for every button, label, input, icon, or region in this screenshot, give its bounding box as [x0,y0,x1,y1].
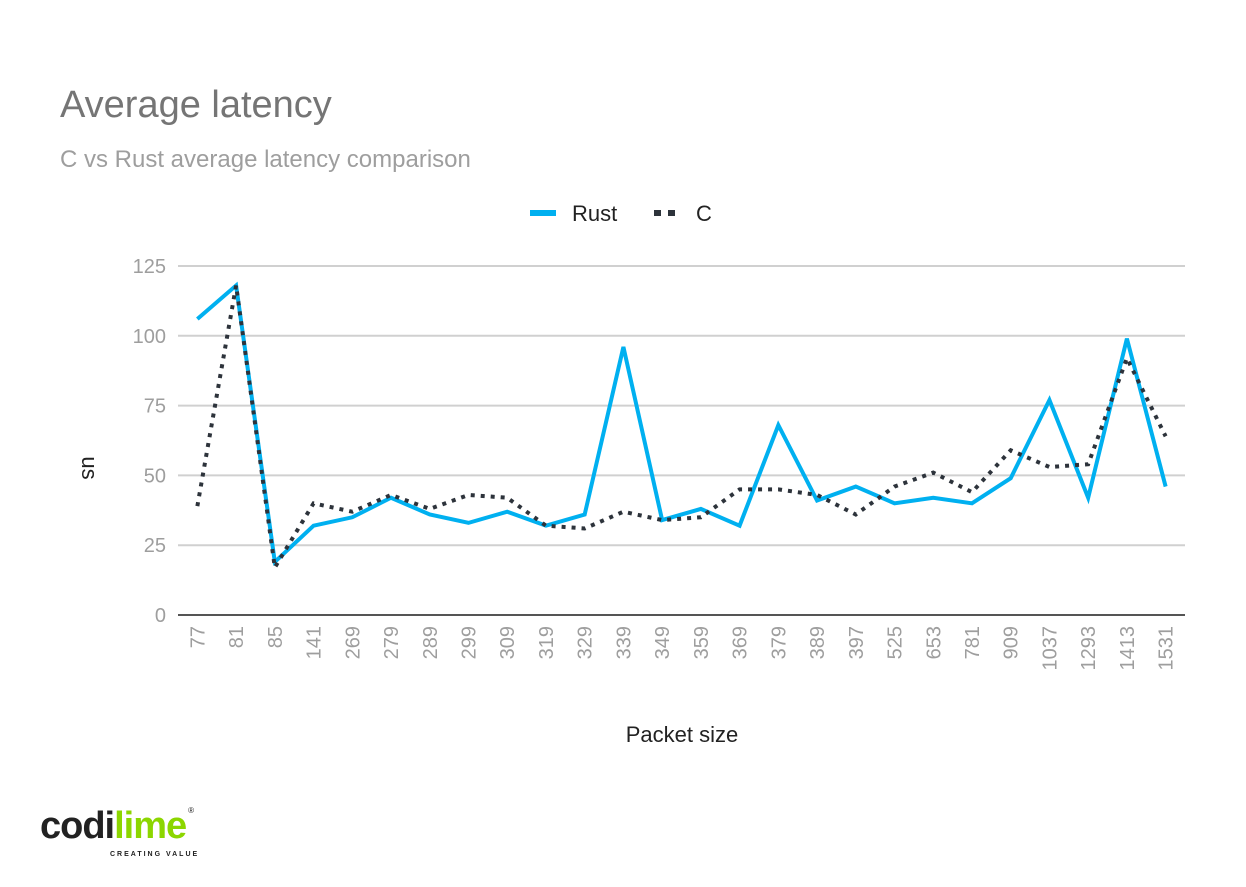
x-tick-label: 81 [226,626,248,648]
legend-label-c: C [696,201,712,226]
logo-wordmark: codi lime ® [40,806,199,846]
y-tick-label: 75 [144,396,166,418]
x-tick-label: 299 [458,626,480,659]
x-tick-label: 269 [342,626,364,659]
x-tick-label: 1413 [1117,626,1139,671]
logo-text-light: lime [114,805,187,847]
codilime-logo: codi lime ® CREATING VALUE [40,806,199,860]
x-tick-label: 1293 [1078,626,1100,671]
x-tick-label: 77 [187,626,209,648]
legend-label-rust: Rust [572,201,617,226]
x-tick-label: 329 [575,626,597,659]
x-tick-label: 1037 [1039,626,1061,671]
x-tick-label: 781 [962,626,984,659]
y-axis-label: us [77,456,102,479]
x-tick-label: 369 [730,626,752,659]
x-tick-label: 359 [691,626,713,659]
x-tick-label: 141 [304,626,326,659]
x-axis-label: Packet size [626,722,739,747]
x-tick-label: 279 [381,626,403,659]
x-tick-label: 909 [1001,626,1023,659]
y-tick-label: 50 [144,465,166,487]
x-tick-label: 349 [652,626,674,659]
x-tick-label: 397 [846,626,868,659]
x-tick-label: 289 [420,626,442,659]
logo-tagline: CREATING VALUE [110,851,200,858]
x-tick-label: 85 [265,626,287,648]
x-tick-label: 653 [923,626,945,659]
y-tick-label: 100 [133,326,166,348]
x-tick-label: 525 [885,626,907,659]
x-tick-label: 319 [536,626,558,659]
y-tick-label: 25 [144,535,166,557]
x-tick-label: 339 [613,626,635,659]
x-tick-label: 379 [768,626,790,659]
logo-text-dark: codi [40,805,115,847]
series-line-c [195,285,1168,574]
y-tick-label: 0 [155,605,166,627]
x-tick-label: 1531 [1156,626,1178,671]
y-tick-label: 125 [133,256,166,278]
series-line-rust [196,281,1168,567]
chart-title: Average latency [60,84,332,126]
x-tick-label: 309 [497,626,519,659]
chart-subtitle: C vs Rust average latency comparison [60,146,471,173]
x-tick-label: 389 [807,626,829,659]
logo-reg: ® [188,806,195,815]
